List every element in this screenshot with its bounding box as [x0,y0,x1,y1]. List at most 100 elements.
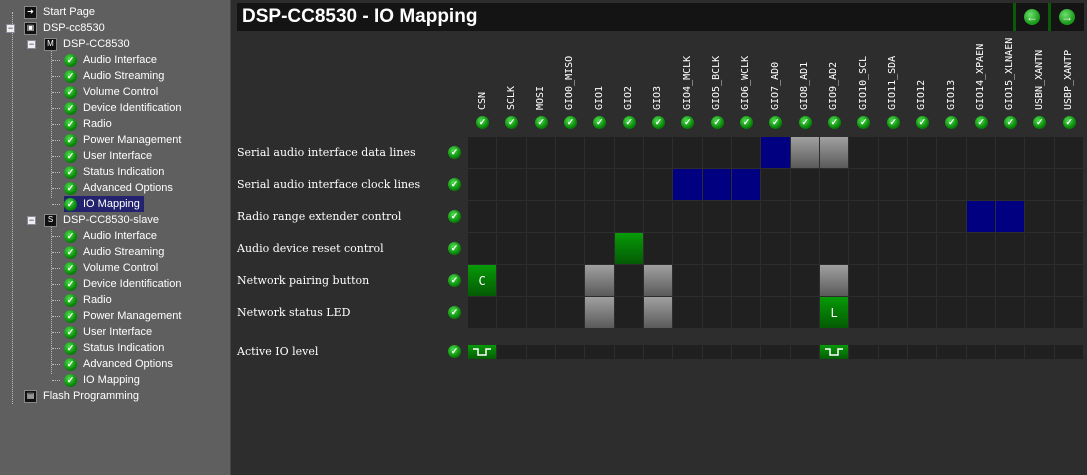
mapping-cell[interactable] [878,201,907,232]
mapping-cell[interactable] [731,345,761,359]
mapping-cell[interactable] [907,137,937,168]
tree-item[interactable]: ✓ User Interface [64,148,156,164]
mapping-cell[interactable] [966,169,995,200]
forward-button[interactable]: → [1048,3,1083,31]
mapping-cell[interactable] [585,201,614,232]
tree-item[interactable]: ✓ Audio Interface [64,228,161,244]
mapping-cell[interactable] [878,233,907,264]
mapping-cell[interactable] [643,201,673,232]
mapping-cell[interactable] [555,297,585,328]
mapping-cell[interactable] [497,201,526,232]
tree-item[interactable]: ✓ Radio [64,292,116,308]
mapping-cell[interactable] [468,169,497,200]
mapping-cell[interactable] [849,201,878,232]
mapping-cell[interactable] [761,169,790,200]
mapping-cell[interactable] [585,345,614,359]
mapping-cell[interactable] [643,137,673,168]
mapping-cell[interactable] [1025,345,1054,359]
mapping-cell[interactable] [702,137,731,168]
mapping-cell[interactable] [1054,233,1083,264]
mapping-cell[interactable] [819,233,849,264]
tree-item[interactable]: ✓ Volume Control [64,84,162,100]
mapping-cell[interactable] [702,201,731,232]
mapping-cell[interactable] [907,345,937,359]
mapping-cell[interactable] [1054,265,1083,296]
mapping-cell[interactable] [907,201,937,232]
mapping-cell[interactable] [937,201,966,232]
mapping-cell[interactable] [878,169,907,200]
mapping-cell[interactable] [643,233,673,264]
mapping-cell[interactable] [555,169,585,200]
mapping-cell[interactable] [849,345,878,359]
mapping-cell[interactable] [731,137,761,168]
collapse-toggle[interactable]: − [6,23,15,33]
mapping-cell[interactable] [673,137,702,168]
mapping-cell[interactable] [526,265,555,296]
mapping-cell[interactable] [673,201,702,232]
mapping-cell[interactable] [937,137,966,168]
mapping-cell[interactable] [849,137,878,168]
mapping-cell[interactable] [937,265,966,296]
mapping-cell[interactable] [966,201,995,232]
tree-item[interactable]: ✓ Advanced Options [64,356,177,372]
mapping-cell[interactable] [790,233,819,264]
tree-item[interactable]: ✓ Audio Interface [64,52,161,68]
mapping-cell[interactable] [907,297,937,328]
mapping-cell[interactable] [731,297,761,328]
mapping-cell[interactable] [995,169,1025,200]
collapse-toggle[interactable]: − [27,215,36,225]
tree-item[interactable]: ✓ Power Management [64,132,185,148]
mapping-cell[interactable] [995,265,1025,296]
mapping-cell[interactable] [585,137,614,168]
mapping-cell[interactable] [1025,297,1054,328]
mapping-cell[interactable] [966,233,995,264]
project-tree[interactable]: ➜ Start Page − ▣ DSP-cc8530− M DSP-CC8530 ✓ Audi… [0,0,231,475]
tree-item[interactable]: ✓ Advanced Options [64,180,177,196]
mapping-cell[interactable] [1025,137,1054,168]
tree-item[interactable]: S DSP-CC8530-slave [44,212,163,228]
mapping-cell[interactable] [526,345,555,359]
mapping-cell[interactable] [1025,201,1054,232]
mapping-cell[interactable] [526,201,555,232]
mapping-cell[interactable] [673,169,702,200]
mapping-cell[interactable] [819,169,849,200]
mapping-cell[interactable] [497,265,526,296]
mapping-cell[interactable] [555,137,585,168]
mapping-cell[interactable] [526,233,555,264]
mapping-cell[interactable] [585,233,614,264]
mapping-cell[interactable] [995,345,1025,359]
mapping-cell[interactable] [937,345,966,359]
mapping-cell[interactable] [878,137,907,168]
mapping-cell[interactable] [995,201,1025,232]
back-button[interactable]: ← [1013,3,1048,31]
mapping-cell[interactable] [673,265,702,296]
mapping-cell[interactable] [790,345,819,359]
mapping-cell[interactable] [995,137,1025,168]
mapping-cell[interactable] [819,137,849,168]
mapping-cell[interactable] [643,345,673,359]
mapping-cell[interactable] [497,233,526,264]
mapping-cell[interactable] [966,345,995,359]
mapping-cell[interactable]: C [468,265,497,296]
mapping-cell[interactable] [761,201,790,232]
mapping-cell[interactable] [819,265,849,296]
mapping-cell[interactable] [907,233,937,264]
mapping-cell[interactable] [966,265,995,296]
tree-item[interactable]: ✓ Audio Streaming [64,68,168,84]
tree-item[interactable]: ✓ Status Indication [64,340,168,356]
mapping-cell[interactable] [468,137,497,168]
mapping-cell[interactable] [614,169,643,200]
mapping-cell[interactable] [497,137,526,168]
mapping-cell[interactable] [790,169,819,200]
mapping-cell[interactable] [585,169,614,200]
mapping-cell[interactable] [702,345,731,359]
mapping-cell[interactable] [468,297,497,328]
mapping-cell[interactable] [966,297,995,328]
mapping-cell[interactable] [907,169,937,200]
mapping-cell[interactable] [761,297,790,328]
mapping-cell[interactable] [849,233,878,264]
mapping-cell[interactable] [731,233,761,264]
mapping-cell[interactable] [673,345,702,359]
mapping-cell[interactable] [585,265,614,296]
tree-item[interactable]: ✓ Radio [64,116,116,132]
